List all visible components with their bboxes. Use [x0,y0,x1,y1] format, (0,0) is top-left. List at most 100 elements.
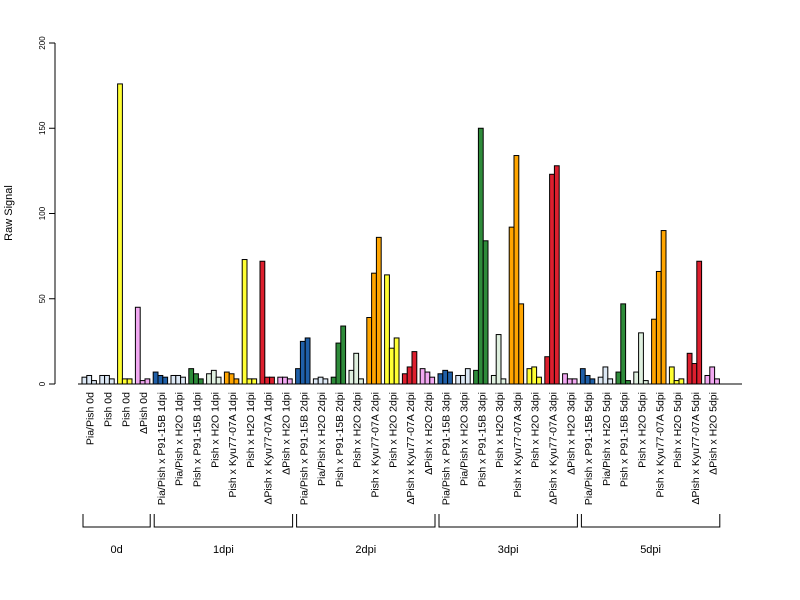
x-tick-label: Pish 0d [120,392,132,427]
bar [304,337,311,385]
bar [464,368,471,385]
timepoint-label: 5dpi [640,544,661,556]
bar [388,347,395,385]
x-tick-label: Pia/Pish 0d [85,392,97,445]
bar [651,318,657,385]
x-tick-label: Pish x H2O 3dpi [530,392,542,468]
bar [170,374,177,385]
bar [99,374,106,385]
x-tick-label: Pish x Kyu77-07A 2dpi [369,392,381,498]
bar [447,371,453,385]
timepoint-label: 2dpi [355,544,376,556]
x-tick-label: Pish x P91-15B 5dpi [619,392,631,487]
bar [668,366,675,385]
bar [490,374,497,385]
bar [589,378,596,385]
bar [562,373,568,385]
timepoint-brackets: 0d 1dpi 2dpi 3dpi 5dpi [82,514,721,556]
bar [286,378,293,385]
bar [406,366,413,385]
bar [366,317,373,385]
bar [544,356,551,385]
bar [482,240,489,385]
x-tick-label: ΔPish x Kyu77-07A 3dpi [547,392,559,505]
x-tick-label: Pia/Pish x P91-15B 1dpi [156,392,168,505]
x-tick-label: Pish x P91-15B 1dpi [191,392,203,487]
x-tick-label: Pish x H2O 3dpi [494,392,506,468]
bar [215,376,222,385]
x-tick-label: Pia/Pish x H2O 3dpi [458,392,470,486]
bar [375,236,382,385]
bar [91,380,97,385]
bar [531,366,538,385]
timepoint-label: 0d [110,544,122,556]
x-tick-label: Pish x H2O 1dpi [245,392,257,468]
x-tick-label: Pish 0d [102,392,114,427]
y-tick-label: 0 [38,381,47,386]
y-tick-label: 50 [38,294,47,303]
bar [393,337,400,385]
bar [233,378,240,385]
bar [579,368,586,385]
bar [655,270,662,385]
bar [673,380,680,385]
y-tick-label: 150 [38,121,47,135]
bar [536,376,542,385]
bar [152,371,159,385]
bar [246,378,253,385]
bar [401,373,408,385]
timepoint-bracket [153,514,294,528]
timepoint-bracket [580,514,721,528]
bar [477,127,484,385]
bar [620,303,627,385]
bar [691,363,698,385]
bar [678,378,685,385]
bar [358,378,364,385]
x-tick-label: ΔPish x H2O 1dpi [280,392,292,475]
x-tick-label: Pia/Pish x H2O 5dpi [601,392,613,486]
bar [295,368,301,385]
x-tick-label: Pish x H2O 5dpi [672,392,684,468]
bar [566,378,573,385]
y-tick-label: 200 [38,36,47,50]
y-tick-label: 100 [38,206,47,220]
bar [419,368,426,385]
bar [455,374,462,385]
timepoint-bracket [82,514,151,528]
bar [500,378,507,385]
bar [188,368,195,385]
x-tick-label: Pia/Pish x P91-15B 5dpi [583,392,595,505]
bar [197,378,204,385]
bar [714,378,720,385]
bar [353,352,360,385]
bar [571,378,578,385]
timepoint-label: 3dpi [498,544,519,556]
bar [473,369,479,385]
x-tick-label: ΔPish x H2O 3dpi [565,392,577,475]
bar [513,155,520,385]
x-tick-label: Pia/Pish x H2O 2dpi [316,392,328,486]
bar [633,371,640,385]
bar [210,369,217,385]
bar [259,260,266,385]
x-tick-label: Pia/Pish x P91-15B 2dpi [298,392,310,505]
bar [299,340,306,385]
bar [518,303,525,385]
bar [607,378,614,385]
y-axis: 0 50 100 150 200 [38,36,56,386]
bar [709,366,716,385]
bar [642,380,649,385]
bar [330,376,337,385]
bar [264,376,271,385]
bar [348,369,355,385]
bar [442,369,449,385]
bars [81,83,720,385]
bar [696,260,703,385]
bar [322,378,329,385]
bar [126,378,133,385]
bar [223,371,230,385]
x-tick-label: ΔPish x Kyu77-07A 2dpi [405,392,417,505]
x-tick-label: Pish x H2O 1dpi [209,392,221,468]
x-tick-label: Pia/Pish x H2O 1dpi [174,392,186,486]
x-tick-label: Pish x Kyu77-07A 3dpi [512,392,524,498]
